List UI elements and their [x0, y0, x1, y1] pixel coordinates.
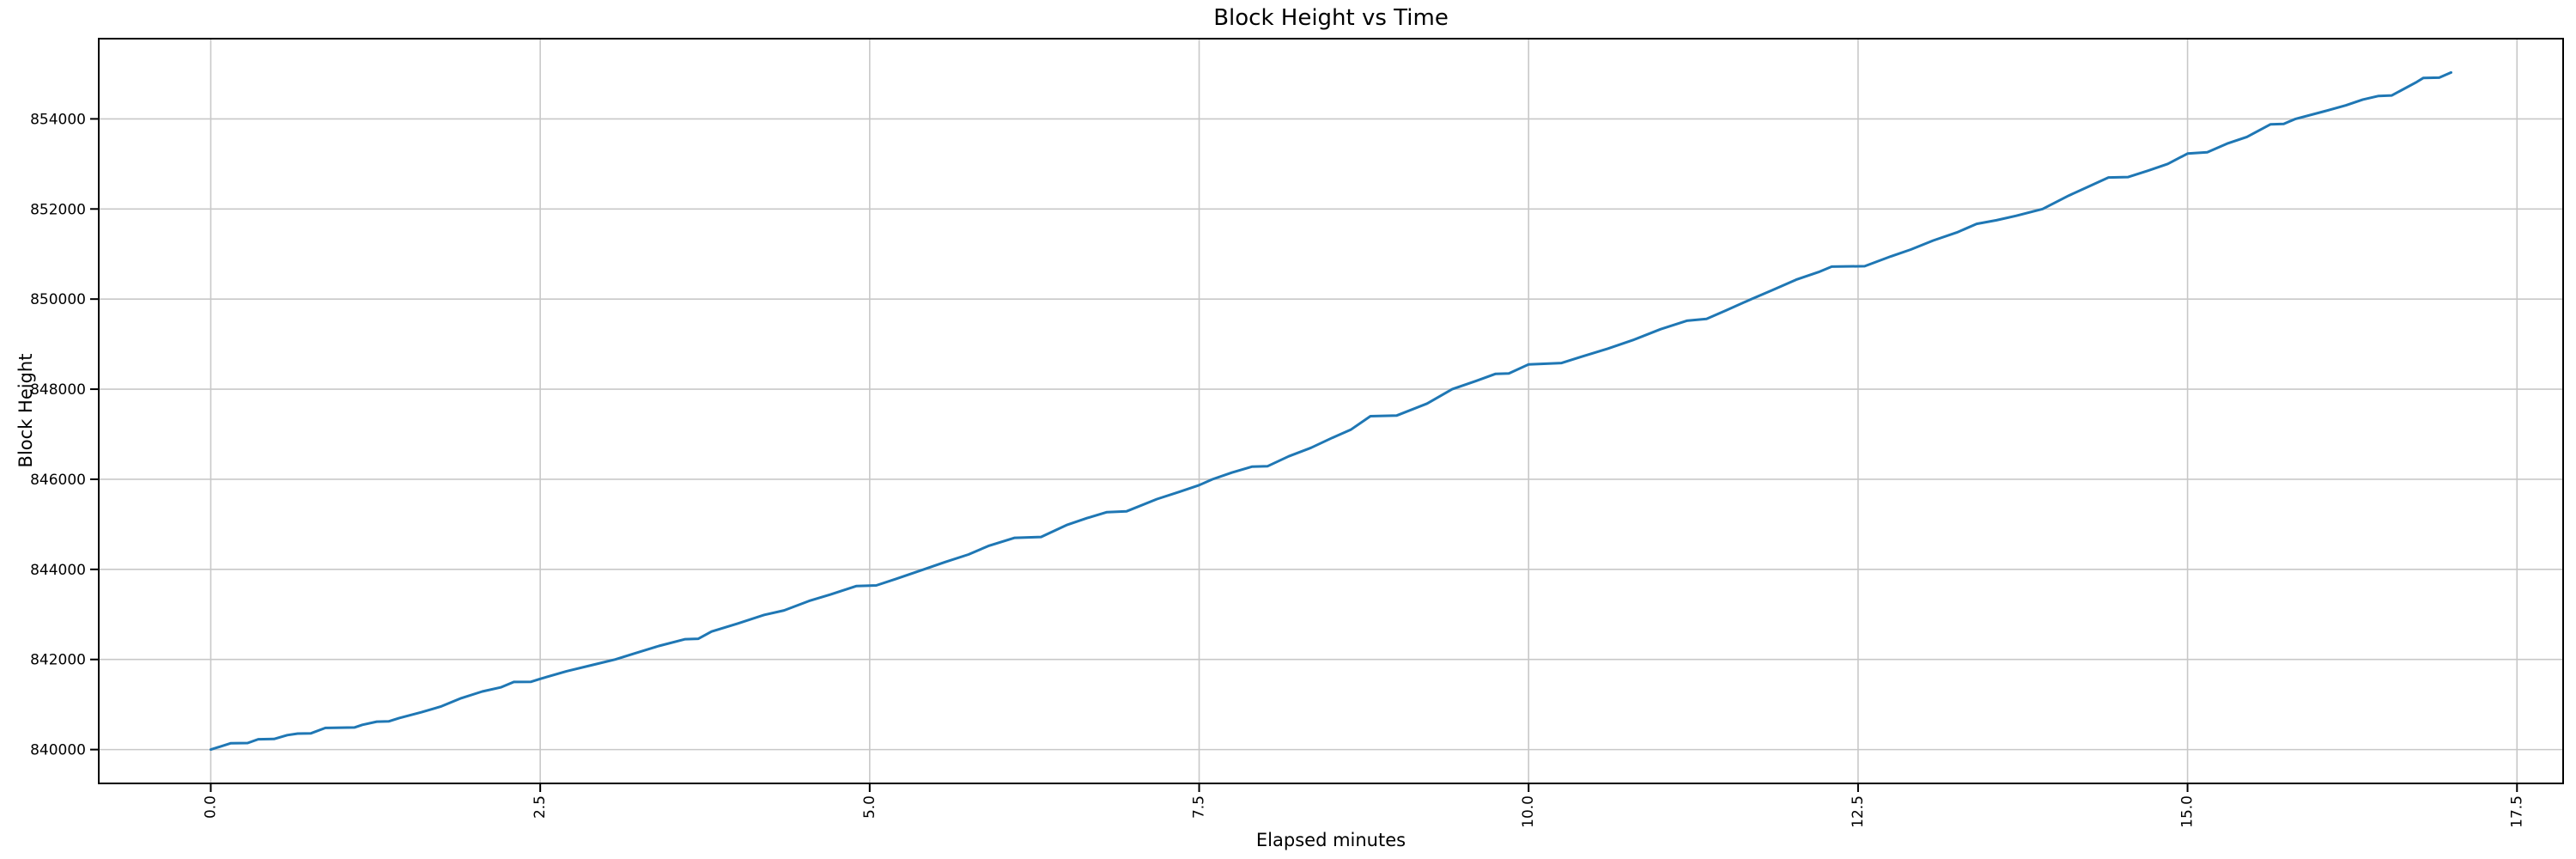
x-tick-label: 10.0 [1520, 795, 1537, 828]
x-tick-label: 17.5 [2508, 795, 2525, 828]
y-tick-label: 842000 [30, 652, 86, 669]
x-axis-label: Elapsed minutes [1255, 830, 1406, 850]
x-tick-label: 12.5 [1850, 795, 1867, 828]
x-tick-label: 0.0 [202, 795, 219, 819]
chart-title: Block Height vs Time [1213, 5, 1449, 31]
y-tick-label: 852000 [30, 201, 86, 218]
y-tick-label: 850000 [30, 291, 86, 308]
plot-border [98, 38, 2564, 784]
series-line-block-height [210, 70, 2452, 752]
y-tick-label: 848000 [30, 381, 86, 399]
x-tick-label: 15.0 [2179, 795, 2196, 828]
x-tick-label: 7.5 [1191, 795, 1208, 819]
x-tick-label: 2.5 [532, 795, 549, 819]
x-tick-label: 5.0 [861, 795, 878, 819]
y-axis-label: Block Height [15, 353, 36, 468]
y-tick-label: 846000 [30, 472, 86, 489]
y-tick-label: 854000 [30, 111, 86, 128]
y-tick-label: 840000 [30, 742, 86, 759]
y-tick-label: 844000 [30, 562, 86, 579]
